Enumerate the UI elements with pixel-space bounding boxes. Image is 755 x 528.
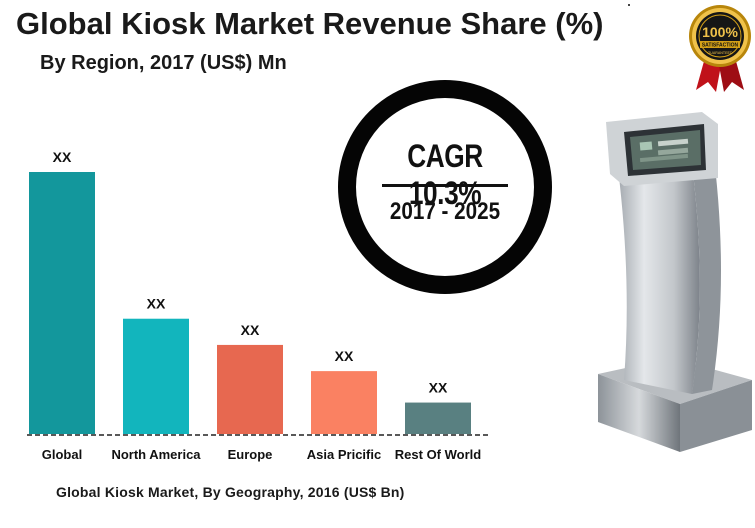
svg-text:GUARANTEED: GUARANTEED bbox=[708, 51, 733, 55]
category-label: Asia Pricific bbox=[307, 447, 381, 462]
bar-data-label: XX bbox=[53, 149, 72, 165]
bar-europe bbox=[217, 344, 283, 434]
chart-subtitle: By Region, 2017 (US$) Mn bbox=[40, 52, 287, 74]
svg-text:SATISFACTION: SATISFACTION bbox=[702, 43, 739, 49]
bar-asia-pricific bbox=[311, 371, 377, 434]
bar-data-label: XX bbox=[335, 348, 354, 364]
category-label: Europe bbox=[228, 447, 273, 462]
bar-data-label: XX bbox=[429, 380, 448, 396]
bar-data-label: XX bbox=[147, 296, 166, 312]
category-label: Rest Of World bbox=[395, 447, 481, 462]
category-label: Global bbox=[42, 447, 82, 462]
bar-global bbox=[29, 172, 95, 434]
bar-data-label: XX bbox=[241, 322, 260, 338]
bar-rest-of-world bbox=[405, 402, 471, 434]
category-label: North America bbox=[111, 447, 201, 462]
cagr-value: CAGR 10.3% bbox=[407, 138, 483, 211]
bar-chart: XX Global XX North America XX Europe XX Asia Pr… bbox=[27, 149, 490, 462]
svg-text:100%: 100% bbox=[702, 24, 738, 40]
chart-caption: Global Kiosk Market, By Geography, 2016 … bbox=[56, 484, 405, 500]
corner-dot bbox=[628, 4, 630, 6]
satisfaction-seal-icon: 100% SATISFACTION GUARANTEED bbox=[689, 5, 751, 92]
cagr-period: 2017 - 2025 bbox=[389, 198, 501, 225]
cagr-badge: CAGR 10.3% 2017 - 2025 bbox=[338, 80, 552, 294]
kiosk-image bbox=[598, 112, 752, 452]
bar-north-america bbox=[123, 318, 189, 434]
cagr-divider bbox=[382, 184, 508, 187]
chart-title: Global Kiosk Market Revenue Share (%) bbox=[16, 6, 604, 41]
